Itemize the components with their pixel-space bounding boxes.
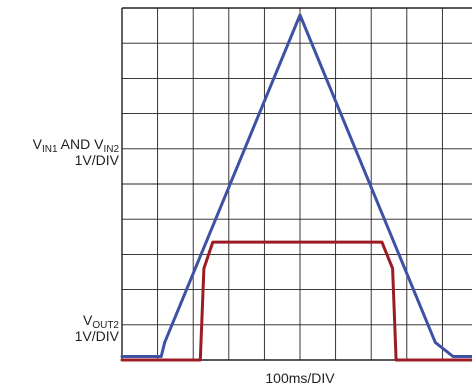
vin-conjunction: AND [57,136,95,152]
vout-subscript: OUT2 [92,320,119,331]
x-scale-label: 100ms/DIV [265,370,335,386]
vin-trace [120,13,472,358]
vin1-subscript: IN1 [41,144,58,155]
vin2-symbol: V [94,136,104,152]
vin-scale-label: 1V/DIV [74,152,119,168]
vin2-subscript: IN2 [103,144,119,155]
traces [120,13,472,362]
vout2-trace [120,240,472,362]
vin-label: VIN1 AND VIN2 [32,136,119,155]
vout-scale-label: 1V/DIV [74,328,119,344]
vout-label: VOUT2 [82,312,119,331]
vout-symbol: V [82,312,93,328]
vin1-symbol: V [32,136,42,152]
